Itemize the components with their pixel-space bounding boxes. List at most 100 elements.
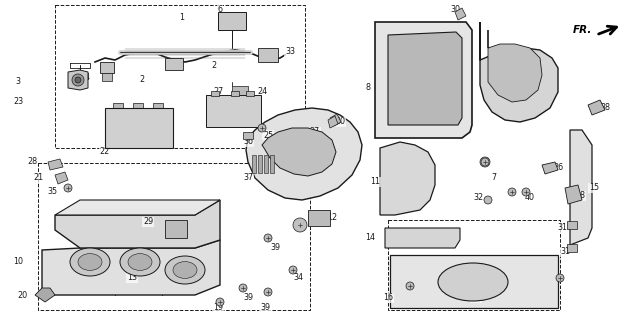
Circle shape <box>239 284 247 292</box>
Text: 40: 40 <box>525 194 535 203</box>
Bar <box>231 91 239 95</box>
Text: FR.: FR. <box>572 25 592 35</box>
Polygon shape <box>42 240 220 295</box>
Bar <box>567 221 577 229</box>
Bar <box>308 210 330 226</box>
Text: 37: 37 <box>243 173 253 182</box>
Text: 30: 30 <box>450 5 460 14</box>
Ellipse shape <box>128 253 152 270</box>
Circle shape <box>64 184 72 192</box>
Text: 26: 26 <box>553 164 563 172</box>
Text: 23: 23 <box>13 98 23 107</box>
Text: 33: 33 <box>285 47 295 57</box>
Text: 24: 24 <box>257 87 267 97</box>
Polygon shape <box>35 288 55 302</box>
Ellipse shape <box>173 262 197 278</box>
Bar <box>258 48 278 62</box>
Bar <box>567 244 577 252</box>
Bar <box>258 155 262 173</box>
Bar <box>218 12 246 30</box>
Text: 39: 39 <box>270 244 280 252</box>
Polygon shape <box>55 172 68 184</box>
Text: 25: 25 <box>263 131 273 140</box>
Text: 21: 21 <box>33 173 43 182</box>
Ellipse shape <box>78 253 102 270</box>
Circle shape <box>296 221 304 229</box>
Circle shape <box>264 234 272 242</box>
Polygon shape <box>570 130 592 245</box>
Polygon shape <box>588 100 605 115</box>
Bar <box>252 155 256 173</box>
Text: 16: 16 <box>383 293 393 302</box>
Bar <box>133 103 143 109</box>
Text: 6: 6 <box>218 5 223 14</box>
Polygon shape <box>55 200 220 248</box>
Text: 22: 22 <box>100 148 110 156</box>
Bar <box>105 108 173 148</box>
Circle shape <box>484 196 492 204</box>
Text: 27: 27 <box>310 127 320 137</box>
Text: 13: 13 <box>127 274 137 283</box>
Circle shape <box>406 282 414 290</box>
Circle shape <box>258 124 266 132</box>
Text: 2: 2 <box>106 66 111 75</box>
Text: 31: 31 <box>557 223 567 233</box>
Text: 28: 28 <box>27 157 37 166</box>
Circle shape <box>289 266 297 274</box>
Text: 10: 10 <box>13 258 23 267</box>
Polygon shape <box>68 70 88 90</box>
Polygon shape <box>385 228 460 248</box>
Circle shape <box>556 274 564 282</box>
Bar <box>100 62 114 73</box>
Text: 39: 39 <box>243 293 253 302</box>
Text: 11: 11 <box>370 178 380 187</box>
Text: 27: 27 <box>213 87 223 97</box>
Text: 17: 17 <box>471 293 481 302</box>
Polygon shape <box>375 22 472 138</box>
Bar <box>243 132 253 139</box>
Circle shape <box>508 188 516 196</box>
Bar <box>113 103 123 109</box>
Polygon shape <box>542 162 558 174</box>
Polygon shape <box>388 32 462 125</box>
Text: 5: 5 <box>308 218 313 227</box>
Ellipse shape <box>70 248 110 276</box>
Circle shape <box>480 157 490 167</box>
Text: 8: 8 <box>365 84 370 92</box>
Bar <box>264 155 268 173</box>
Text: 14: 14 <box>365 234 375 243</box>
Text: 30: 30 <box>335 117 345 126</box>
Text: 3: 3 <box>16 77 21 86</box>
Bar <box>211 91 219 95</box>
Text: 39: 39 <box>260 303 270 313</box>
Circle shape <box>293 218 307 232</box>
Polygon shape <box>262 128 336 176</box>
Text: 35: 35 <box>47 188 57 196</box>
Ellipse shape <box>165 256 205 284</box>
Text: 36: 36 <box>243 138 253 147</box>
Circle shape <box>216 298 224 306</box>
Text: 7: 7 <box>491 173 496 182</box>
Text: 34: 34 <box>293 274 303 283</box>
Ellipse shape <box>438 263 508 301</box>
Polygon shape <box>390 255 558 308</box>
Text: 29: 29 <box>143 218 153 227</box>
Bar <box>165 58 183 70</box>
Text: 4: 4 <box>84 74 89 83</box>
Polygon shape <box>488 30 542 102</box>
Text: 19: 19 <box>213 303 223 313</box>
Polygon shape <box>455 8 466 20</box>
Text: 1: 1 <box>179 13 184 22</box>
Bar <box>206 95 261 127</box>
Text: 2: 2 <box>140 76 145 84</box>
Text: 15: 15 <box>589 183 599 193</box>
Polygon shape <box>330 114 341 126</box>
Text: 32: 32 <box>473 194 483 203</box>
Bar <box>102 73 112 81</box>
Text: 2: 2 <box>211 60 216 69</box>
Text: 38: 38 <box>600 103 610 113</box>
Text: 18: 18 <box>575 191 585 201</box>
Circle shape <box>481 158 489 166</box>
Polygon shape <box>565 185 582 204</box>
Polygon shape <box>480 22 558 122</box>
